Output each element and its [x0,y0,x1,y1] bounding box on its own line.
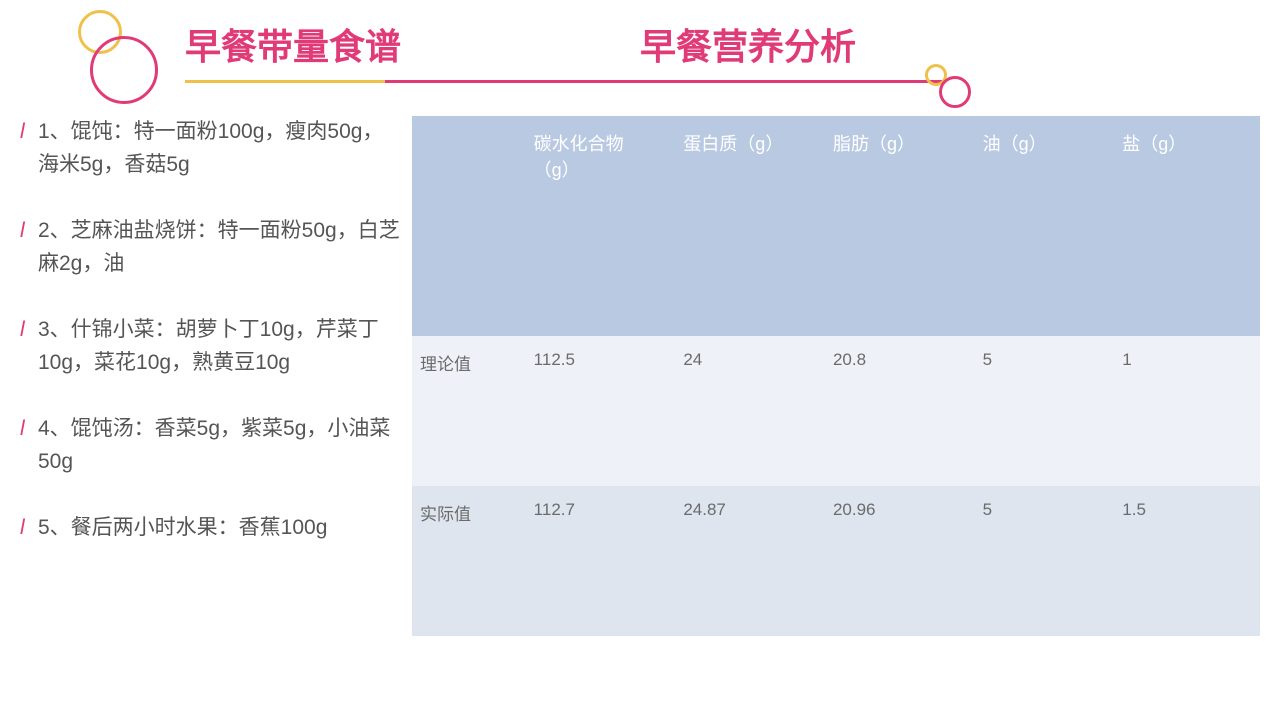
table-cell: 24.87 [671,486,821,636]
table-header-cell: 碳水化合物（g） [522,116,672,336]
recipe-item: l1、馄饨：特一面粉100g，瘦肉50g，海米5g，香菇5g [20,116,400,181]
table-header-cell [412,116,522,336]
nutrition-table-wrap: 碳水化合物（g）蛋白质（g）脂肪（g）油（g）盐（g） 理论值112.52420… [400,116,1260,636]
bullet-icon: l [20,413,38,478]
nutrition-table: 碳水化合物（g）蛋白质（g）脂肪（g）油（g）盐（g） 理论值112.52420… [412,116,1260,636]
row-label: 实际值 [412,486,522,636]
recipe-text: 4、馄饨汤：香菜5g，紫菜5g，小油菜50g [38,413,400,478]
circle-pink-icon [90,36,158,104]
table-cell: 112.5 [522,336,672,486]
recipe-text: 5、餐后两小时水果：香蕉100g [38,512,400,545]
recipe-item: l4、馄饨汤：香菜5g，紫菜5g，小油菜50g [20,413,400,478]
table-cell: 5 [971,336,1111,486]
bullet-icon: l [20,215,38,280]
bullet-icon: l [20,314,38,379]
header: 早餐带量食谱 早餐营养分析 [0,0,1280,100]
table-cell: 1 [1110,336,1260,486]
table-cell: 5 [971,486,1111,636]
bullet-icon: l [20,116,38,181]
table-cell: 20.8 [821,336,971,486]
table-header-cell: 蛋白质（g） [671,116,821,336]
content: l1、馄饨：特一面粉100g，瘦肉50g，海米5g，香菇5gl2、芝麻油盐烧饼：… [0,100,1280,636]
recipe-item: l2、芝麻油盐烧饼：特一面粉50g，白芝麻2g，油 [20,215,400,280]
row-label: 理论值 [412,336,522,486]
recipe-list: l1、馄饨：特一面粉100g，瘦肉50g，海米5g，香菇5gl2、芝麻油盐烧饼：… [20,116,400,636]
circle-pink-icon [939,76,971,108]
table-cell: 20.96 [821,486,971,636]
table-header-cell: 脂肪（g） [821,116,971,336]
title-analysis: 早餐营养分析 [640,18,856,70]
table-cell: 112.7 [522,486,672,636]
recipe-text: 1、馄饨：特一面粉100g，瘦肉50g，海米5g，香菇5g [38,116,400,181]
rule-yellow [185,80,385,83]
table-cell: 24 [671,336,821,486]
bullet-icon: l [20,512,38,545]
recipe-item: l3、什锦小菜：胡萝卜丁10g，芹菜丁10g，菜花10g，熟黄豆10g [20,314,400,379]
title-recipe: 早餐带量食谱 [185,18,401,70]
recipe-text: 2、芝麻油盐烧饼：特一面粉50g，白芝麻2g，油 [38,215,400,280]
table-header-cell: 油（g） [971,116,1111,336]
table-row: 理论值112.52420.851 [412,336,1260,486]
recipe-text: 3、什锦小菜：胡萝卜丁10g，芹菜丁10g，菜花10g，熟黄豆10g [38,314,400,379]
rule-pink [385,80,945,83]
header-rule [185,80,945,83]
table-header-cell: 盐（g） [1110,116,1260,336]
recipe-item: l5、餐后两小时水果：香蕉100g [20,512,400,545]
table-cell: 1.5 [1110,486,1260,636]
table-row: 实际值112.724.8720.9651.5 [412,486,1260,636]
